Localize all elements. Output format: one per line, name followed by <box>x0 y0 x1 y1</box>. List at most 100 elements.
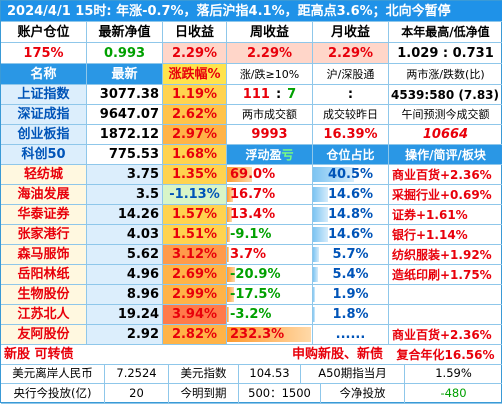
stock-pnl-bar <box>227 327 311 342</box>
stock-position: 14.6% <box>327 187 374 202</box>
pboc-injection-value: 20 <box>105 384 169 404</box>
stock-pnl-cell: 69.0% <box>227 165 313 185</box>
stock-position-cell: 14.8% <box>313 205 389 225</box>
stock-pnl-bar <box>227 207 232 222</box>
stock-change: 1.51% <box>163 225 227 245</box>
stock-price: 4.03 <box>87 225 163 245</box>
stock-note: 证券+1.61% <box>389 205 502 225</box>
compound-annual: 复合年化16.56% <box>389 345 502 365</box>
stock-row[interactable]: 生物股份 8.96 2.99% -17.5% 1.9% <box>1 285 502 305</box>
forecast-value: 10664 <box>389 125 502 145</box>
stock-change: 2.82% <box>163 325 227 345</box>
stock-position-cell: 1.9% <box>313 285 389 305</box>
stock-row[interactable]: 张家港行 4.03 1.51% -9.1% 14.6% 银行+1.14% <box>1 225 502 245</box>
stock-position-bar <box>313 307 315 322</box>
value-weekly: 2.29% <box>227 43 313 64</box>
col-float-pnl: 浮动盈亏 <box>227 145 313 165</box>
stock-position: 1.9% <box>332 287 369 302</box>
index-change: 2.97% <box>163 125 227 145</box>
index-row: 科创50 775.53 1.68% 浮动盈亏 仓位占比 操作/简评/板块 <box>1 145 502 165</box>
stock-name[interactable]: 岳阳林纸 <box>1 265 87 285</box>
a50-value: 1.59% <box>405 365 502 384</box>
stock-name[interactable]: 江苏北人 <box>1 305 87 325</box>
index-change: 1.19% <box>163 85 227 105</box>
a50-label: A50期指当月 <box>301 365 405 384</box>
stock-row[interactable]: 海油发展 3.5 -1.13% 16.7% 14.6% 采掘行业+0.69% <box>1 185 502 205</box>
stock-pnl-cell: -3.2% <box>227 305 313 325</box>
maturity-label: 今明到期 <box>169 384 239 404</box>
net-injection-value: -480 <box>405 384 502 404</box>
stock-pnl-bar <box>227 247 229 262</box>
col-turnover: 两市成交额 <box>227 105 313 125</box>
stock-name[interactable]: 轻纺城 <box>1 165 87 185</box>
stock-row[interactable]: 轻纺城 3.75 1.35% 69.0% 40.5% 商业百货+2.36% <box>1 165 502 185</box>
stock-name[interactable]: 海油发展 <box>1 185 87 205</box>
limit-separator: : <box>275 87 282 102</box>
stock-position-cell: 14.6% <box>313 185 389 205</box>
stock-name[interactable]: 生物股份 <box>1 285 87 305</box>
stock-change: -1.13% <box>163 185 227 205</box>
stock-position-cell: 40.5% <box>313 165 389 185</box>
stock-pnl-bar <box>227 307 229 322</box>
pboc-injection-label: 央行今投放(亿) <box>1 384 105 404</box>
stock-name[interactable]: 张家港行 <box>1 225 87 245</box>
col-forecast: 午间预测今成交额 <box>389 105 502 125</box>
new-issues-subscribe: 申购新股、新债 <box>163 345 389 365</box>
stock-pnl: 16.7% <box>230 187 276 202</box>
stock-pnl: 232.3% <box>230 327 285 342</box>
header-title: 2024/4/1 15时: 年涨-0.7%，落后沪指4.1%，距高点3.6%；北… <box>1 1 502 22</box>
stock-pnl-bar <box>227 187 233 202</box>
index-latest: 9647.07 <box>87 105 163 125</box>
index-row: 上证指数 3077.38 1.19% 111 : 7 : 4539:580 (7… <box>1 85 502 105</box>
stock-pnl: 3.7% <box>230 247 267 262</box>
index-row: 深证成指 9647.07 2.62% 两市成交额 成交较昨日 午间预测今成交额 <box>1 105 502 125</box>
stock-row[interactable]: 岳阳林纸 4.96 2.69% -20.9% 5.4% 造纸印刷+1.75% <box>1 265 502 285</box>
stock-change: 1.35% <box>163 165 227 185</box>
stock-price: 14.26 <box>87 205 163 225</box>
stock-pnl-bar <box>227 227 230 242</box>
label-position: 账户仓位 <box>1 22 87 43</box>
label-year-range: 本年最高/低净值 <box>389 22 502 43</box>
value-daily: 2.29% <box>163 43 227 64</box>
turnover-value: 9993 <box>227 125 313 145</box>
stock-pnl-cell: -9.1% <box>227 225 313 245</box>
stock-row[interactable]: 华泰证券 14.26 1.57% 13.4% 14.8% 证券+1.61% <box>1 205 502 225</box>
header-row: 2024/4/1 15时: 年涨-0.7%，落后沪指4.1%，距高点3.6%；北… <box>1 1 502 22</box>
stock-name[interactable]: 华泰证券 <box>1 205 87 225</box>
stock-pnl: 69.0% <box>230 167 276 182</box>
stock-note: 商业百货+2.36% <box>389 325 502 345</box>
stock-change: 3.12% <box>163 245 227 265</box>
stock-position-cell: 1.8% <box>313 305 389 325</box>
stock-pnl-cell: 13.4% <box>227 205 313 225</box>
value-position: 175% <box>1 43 87 64</box>
stock-note <box>389 305 502 325</box>
stock-row[interactable]: 江苏北人 19.24 3.94% -3.2% 1.8% <box>1 305 502 325</box>
stock-name[interactable]: 森马服饰 <box>1 245 87 265</box>
dxy-value: 104.53 <box>239 365 301 384</box>
stock-row[interactable]: 森马服饰 5.62 3.12% 3.7% 5.7% 纺织服装+1.92% <box>1 245 502 265</box>
stock-position: 14.6% <box>327 227 374 242</box>
stock-position-bar <box>313 247 319 262</box>
stock-name[interactable]: 友阿股份 <box>1 325 87 345</box>
market-breadth: 4539:580 (7.83) <box>389 85 502 105</box>
stock-position-bar <box>313 167 354 182</box>
index-latest: 775.53 <box>87 145 163 165</box>
stock-pnl-bar <box>227 287 234 302</box>
stock-pnl-cell: -20.9% <box>227 265 313 285</box>
stock-pnl-bar <box>227 267 235 282</box>
col-breadth: 两市涨/跌数(比) <box>389 64 502 85</box>
col-float-pnl-a: 浮动盈 <box>245 147 282 162</box>
limit-down-count: 7 <box>287 87 297 102</box>
stock-position-bar <box>313 207 328 222</box>
stock-pnl: -3.2% <box>230 307 272 322</box>
col-turnover-change: 成交较昨日 <box>313 105 389 125</box>
stock-note: 银行+1.14% <box>389 225 502 245</box>
stock-price: 3.75 <box>87 165 163 185</box>
index-latest: 1872.12 <box>87 125 163 145</box>
stock-pnl: -20.9% <box>230 267 281 282</box>
stock-row[interactable]: 友阿股份 2.92 2.82% 232.3%...... 商业百货+2.36% <box>1 325 502 345</box>
stock-change: 3.94% <box>163 305 227 325</box>
usdcnh-value: 7.2524 <box>105 365 169 384</box>
limit-up-count: 111 <box>242 87 270 102</box>
